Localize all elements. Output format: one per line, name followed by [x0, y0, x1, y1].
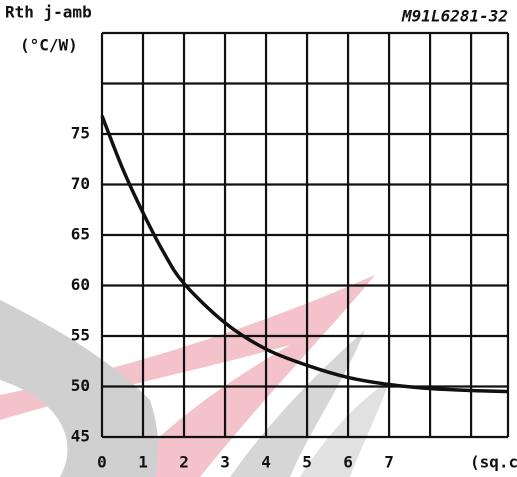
y-axis-label: (°C/W) — [20, 36, 78, 55]
x-tick-label: 2 — [179, 453, 189, 472]
x-tick-label: 6 — [343, 453, 353, 472]
y-tick-label: 75 — [71, 124, 90, 143]
data-line — [100, 115, 509, 394]
x-tick-label: 7 — [384, 453, 394, 472]
x-tick-label: 4 — [261, 453, 271, 472]
y-tick-label: 60 — [71, 275, 90, 294]
y-tick-label: 65 — [71, 225, 90, 244]
x-tick-label: 1 — [138, 453, 148, 472]
chart-title: Rth j-amb — [5, 3, 92, 22]
x-axis-label: (sq.cm) — [470, 453, 517, 472]
x-tick-label: 0 — [97, 453, 107, 472]
x-tick-label: 5 — [302, 453, 312, 472]
x-tick-label: 3 — [220, 453, 230, 472]
y-tick-label: 55 — [71, 326, 90, 345]
y-tick-label: 45 — [71, 427, 90, 446]
y-tick-label: 70 — [71, 174, 90, 193]
annotation: M91L6281-32 — [401, 7, 508, 26]
watermark — [0, 275, 390, 477]
y-tick-label: 50 — [71, 376, 90, 395]
